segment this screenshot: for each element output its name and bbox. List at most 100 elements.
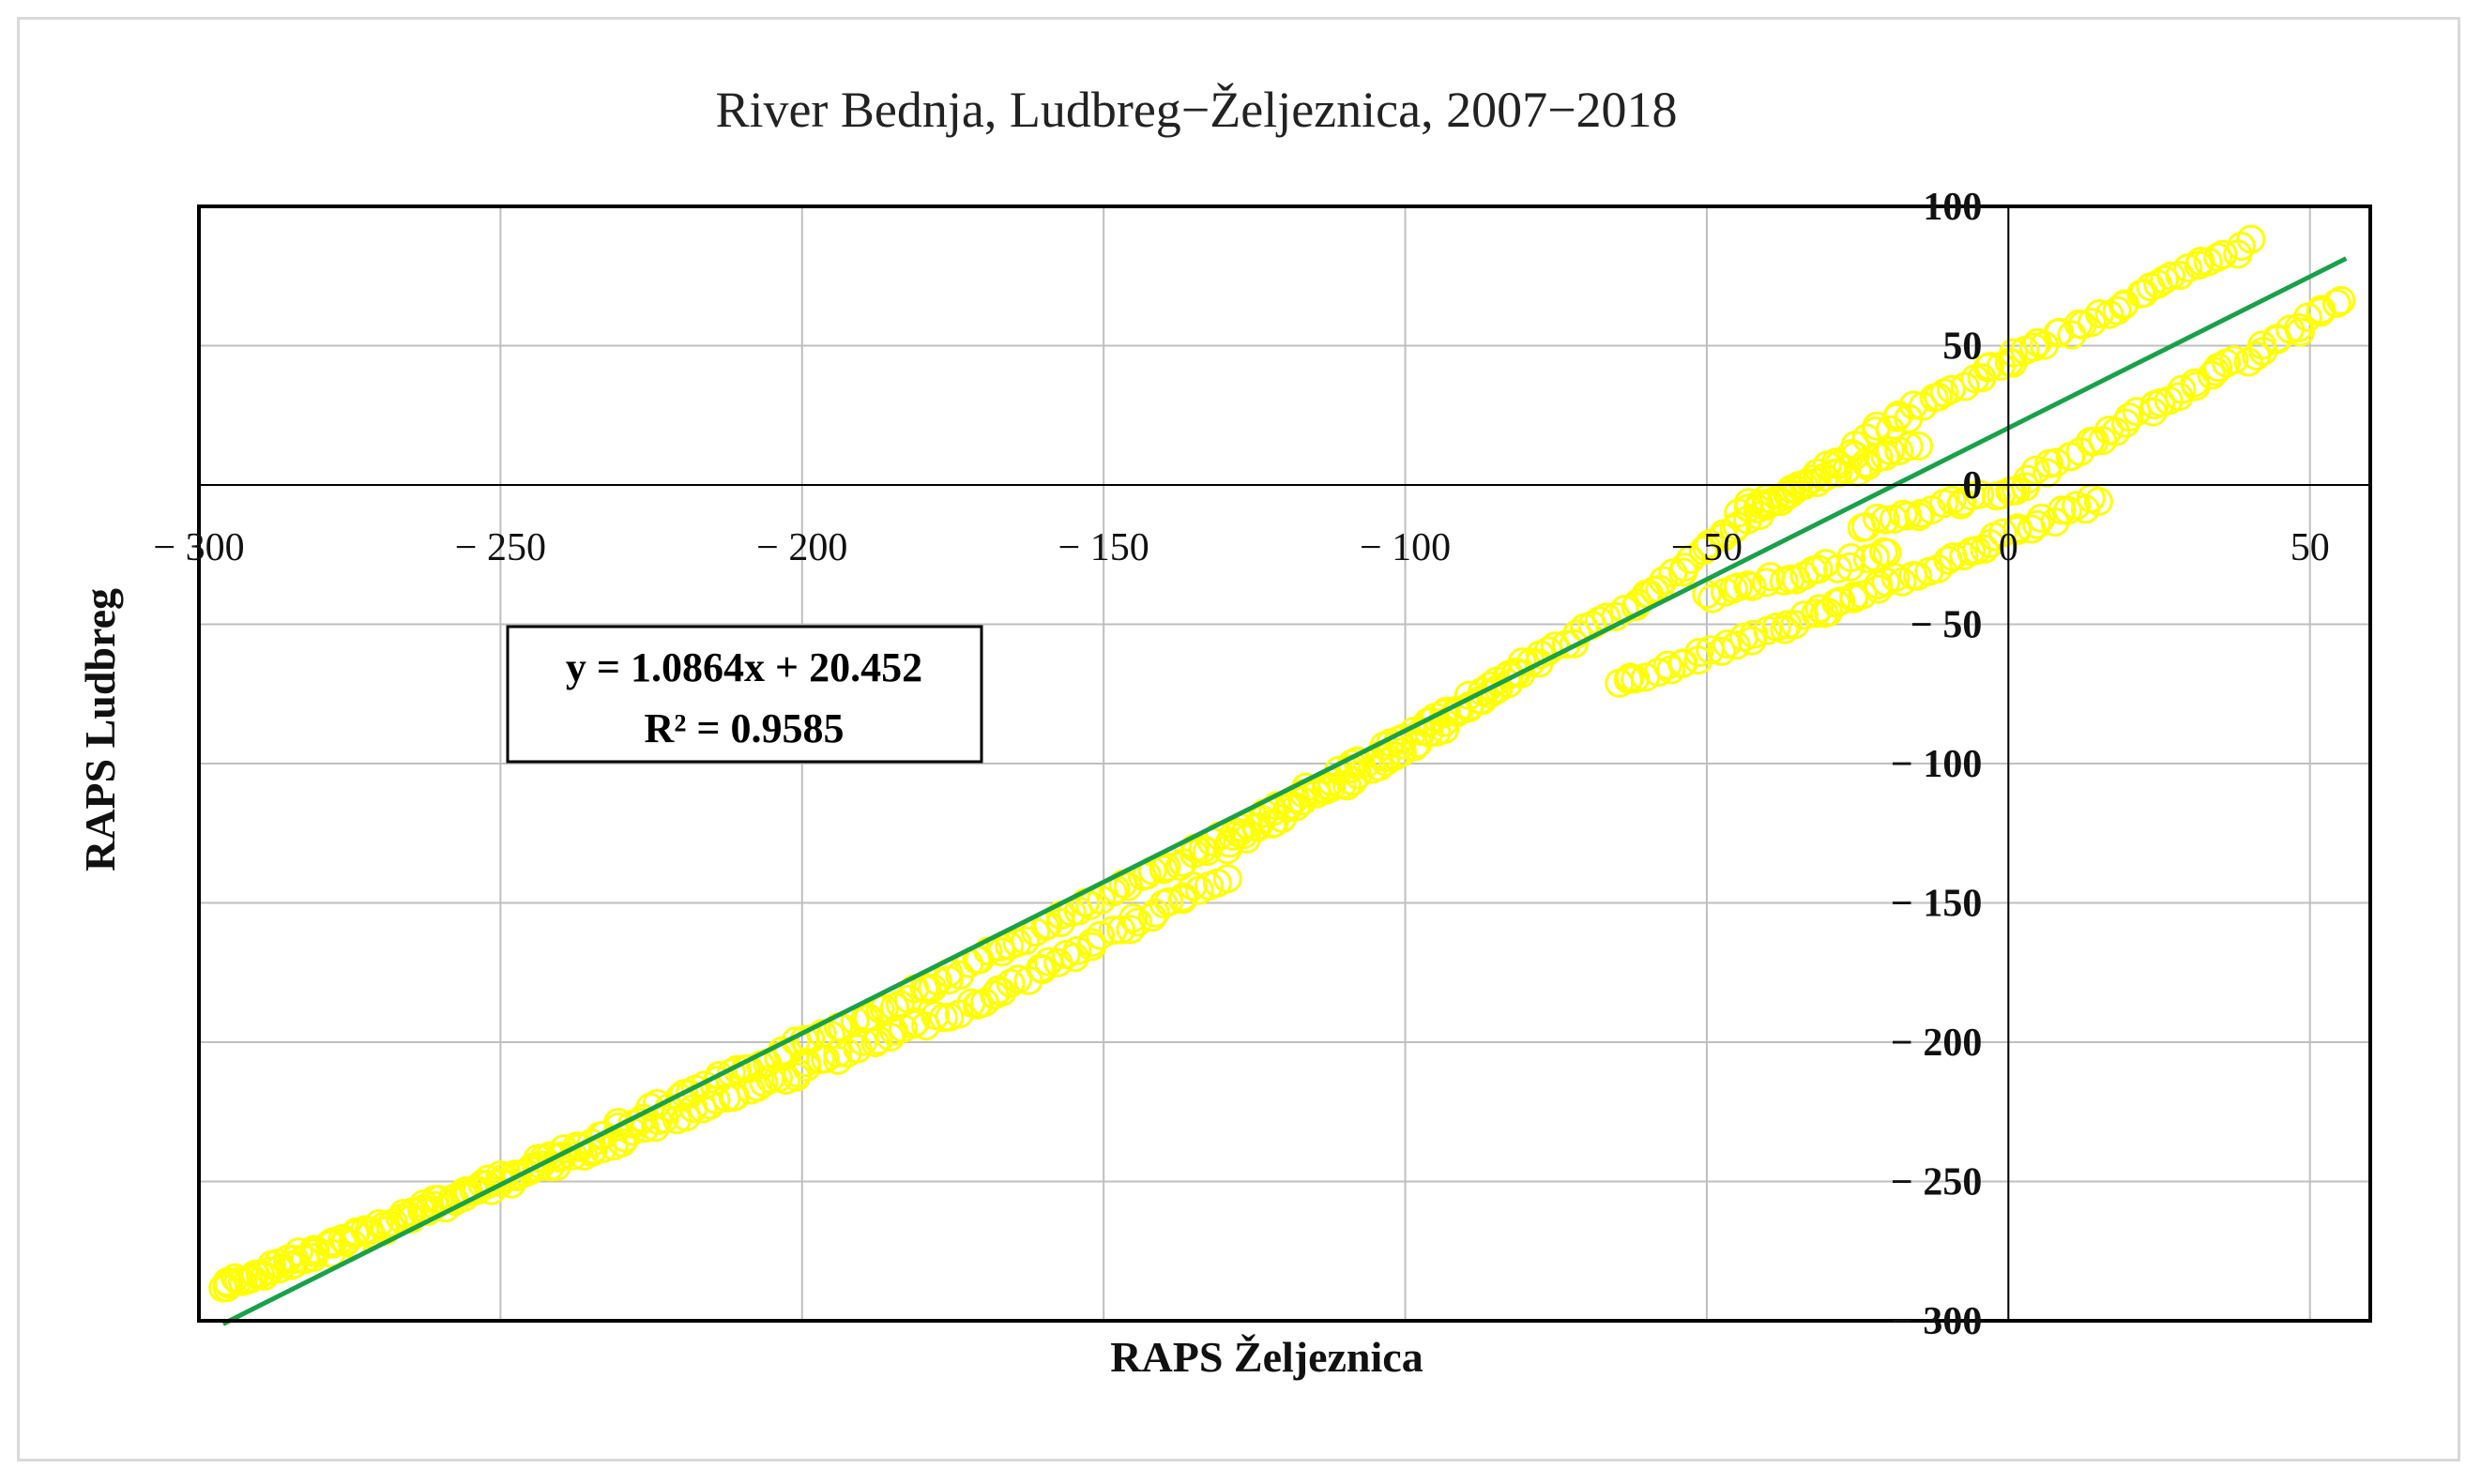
data-point — [2226, 232, 2256, 261]
data-point — [1652, 650, 1682, 680]
x-tick-label: − 200 — [756, 526, 847, 569]
data-point — [690, 1070, 720, 1100]
data-point — [1936, 374, 1966, 404]
x-tick-label: − 250 — [455, 526, 546, 569]
data-point — [863, 1025, 893, 1055]
data-point — [1076, 928, 1106, 958]
data-point — [250, 1261, 280, 1291]
data-point — [1562, 619, 1592, 649]
data-point — [2247, 330, 2277, 360]
data-point — [1212, 864, 1242, 894]
data-point — [1242, 812, 1272, 842]
data-point — [1836, 543, 1866, 573]
data-point — [340, 1219, 370, 1249]
data-point — [843, 1034, 873, 1064]
data-point — [848, 1026, 878, 1056]
data-point — [1723, 572, 1753, 602]
data-point — [1707, 636, 1737, 666]
y-tick-label: − 300 — [1891, 1300, 1982, 1343]
data-point — [1688, 536, 1718, 566]
data-point — [1789, 600, 1819, 630]
data-point — [1826, 586, 1856, 616]
data-point — [1872, 538, 1902, 568]
y-tick-label: − 200 — [1891, 1022, 1982, 1065]
data-point — [1122, 907, 1152, 937]
data-point — [1648, 566, 1678, 596]
data-point — [1832, 455, 1862, 484]
data-point — [2326, 285, 2356, 315]
data-point — [1507, 647, 1537, 677]
data-point — [1317, 773, 1347, 802]
data-point — [1737, 571, 1767, 601]
data-point — [1364, 751, 1394, 781]
data-point — [783, 1058, 813, 1088]
data-point — [1947, 487, 1977, 517]
data-point — [1835, 552, 1865, 582]
data-point — [1965, 479, 1995, 509]
data-point — [2219, 345, 2249, 375]
data-point — [2102, 295, 2132, 326]
data-point — [1684, 638, 1714, 668]
data-point — [996, 968, 1026, 998]
data-point — [1876, 436, 1906, 466]
data-point — [1999, 338, 2029, 368]
data-point — [1282, 792, 1312, 822]
x-tick-label: − 150 — [1058, 526, 1149, 569]
data-point — [1062, 935, 1092, 965]
data-point — [2083, 487, 2113, 517]
data-point — [2022, 509, 2052, 539]
x-tick-label: − 300 — [153, 526, 244, 569]
data-point — [1975, 352, 2005, 381]
data-point — [2013, 464, 2043, 494]
data-point — [283, 1237, 313, 1267]
data-point — [413, 1196, 443, 1226]
data-point — [2167, 374, 2197, 404]
data-point — [749, 1068, 779, 1098]
data-point — [2020, 455, 2050, 485]
chart-title: River Bednja, Ludbreg−Željeznica, 2007−2… — [715, 82, 1677, 138]
data-point — [1214, 828, 1244, 858]
equation-box-border — [506, 625, 983, 764]
data-point — [1168, 882, 1198, 912]
y-axis-title: RAPS Ludbreg — [76, 588, 124, 871]
data-point — [486, 1168, 515, 1198]
data-point — [2236, 224, 2266, 254]
data-point — [2306, 295, 2336, 325]
data-point — [1149, 855, 1179, 885]
y-tick-label: 50 — [1942, 326, 1982, 369]
x-tick-label: − 50 — [1671, 526, 1743, 569]
data-point — [2156, 261, 2186, 291]
data-point — [649, 1104, 679, 1134]
data-point — [823, 1038, 853, 1068]
data-point — [1387, 737, 1417, 767]
x-tick-label: 50 — [2291, 526, 2330, 569]
data-point — [1850, 448, 1880, 478]
data-point — [2129, 279, 2159, 309]
data-point — [1987, 518, 2017, 548]
data-point — [2203, 242, 2233, 272]
equation-text: y = 1.0864x + 20.452 — [566, 644, 922, 690]
x-axis-title: RAPS Željeznica — [1110, 1333, 1423, 1381]
x-tick-label: 0 — [1999, 526, 2018, 569]
data-point — [1861, 542, 1890, 572]
data-point — [1011, 926, 1041, 956]
data-point — [2150, 265, 2179, 295]
data-point — [1773, 610, 1803, 640]
x-tick-label: − 100 — [1360, 526, 1451, 569]
data-point — [1540, 631, 1570, 661]
y-tick-label: − 50 — [1910, 604, 1982, 647]
y-tick-label: 100 — [1923, 186, 1982, 229]
data-point — [1904, 432, 1933, 461]
x-tick-labels: − 300 − 250 − 200 − 150 − 100 − 50 0 50 — [153, 526, 2329, 569]
data-point — [671, 1102, 701, 1132]
data-point — [1894, 432, 1924, 462]
data-point — [1848, 580, 1878, 610]
y-tick-labels: 100 50 0 − 50 − 100 − 150 − 200 − 250 − 300 — [1891, 186, 1982, 1343]
data-point — [265, 1254, 295, 1284]
data-point — [1949, 541, 1979, 571]
data-point — [1119, 903, 1149, 933]
data-point — [2181, 371, 2211, 401]
data-point — [2018, 332, 2048, 362]
data-point — [2321, 288, 2352, 318]
